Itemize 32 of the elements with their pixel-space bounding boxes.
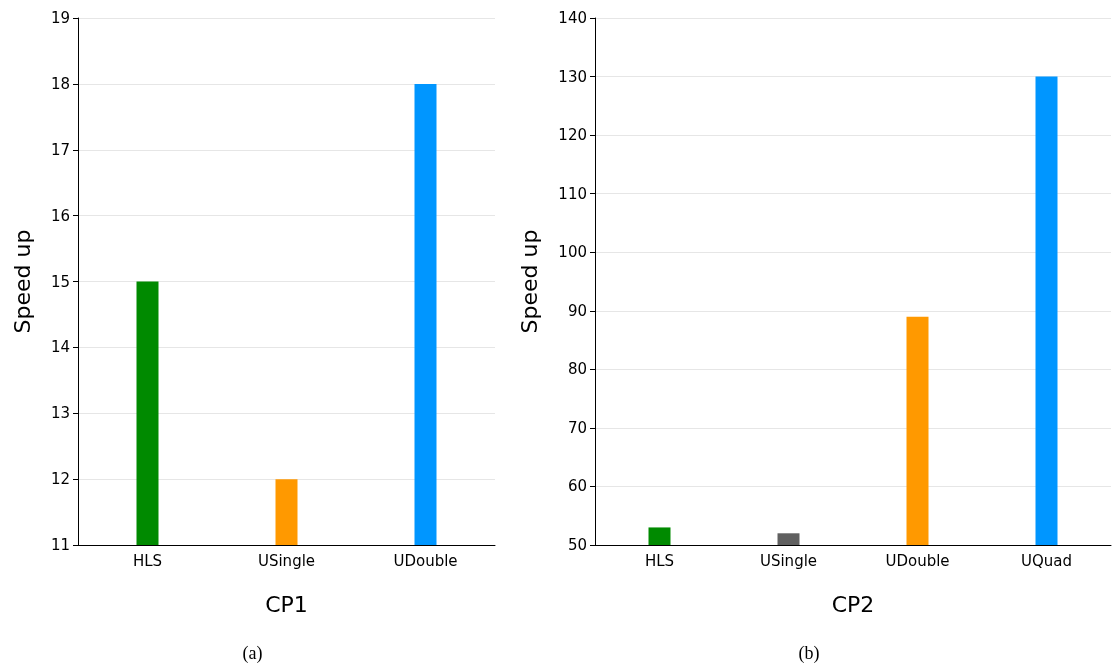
y-tick-label: 60 xyxy=(567,477,587,496)
y-tick-label: 13 xyxy=(50,404,70,423)
y-tick-label: 12 xyxy=(50,470,70,489)
y-tick-label: 70 xyxy=(567,418,587,437)
y-tick-label: 11 xyxy=(50,536,70,554)
x-tick-label: USingle xyxy=(257,551,316,570)
y-tick-label: 100 xyxy=(558,243,587,262)
y-tick-label: 14 xyxy=(50,338,70,357)
y-tick-label: 120 xyxy=(558,126,587,145)
y-tick-label: 18 xyxy=(50,74,70,93)
y-tick-label: 50 xyxy=(567,536,587,554)
text: (a) xyxy=(242,643,263,664)
x-tick-label: HLS xyxy=(644,551,675,570)
text: (b) xyxy=(798,643,820,664)
x-axis-title: CP1 xyxy=(265,591,308,617)
y-tick-label: 110 xyxy=(558,184,587,203)
x-tick-label: UDouble xyxy=(393,551,458,570)
y-tick-label: 130 xyxy=(558,67,587,86)
x-tick-label: UDouble xyxy=(885,551,950,570)
y-axis-title: Speed up xyxy=(9,229,35,334)
y-tick-label: 15 xyxy=(50,272,70,291)
x-tick-label: HLS xyxy=(132,551,163,570)
x-tick-label: UQuad xyxy=(1020,551,1073,570)
y-tick-label: 80 xyxy=(567,360,587,379)
y-axis-title: Speed up xyxy=(516,229,542,334)
y-tick-label: 16 xyxy=(50,206,70,225)
y-tick-label: 17 xyxy=(50,140,70,159)
y-tick-label: 90 xyxy=(567,301,587,320)
y-tick-label: 140 xyxy=(558,9,587,27)
x-tick-label: USingle xyxy=(759,551,818,570)
x-axis-title: CP2 xyxy=(831,591,875,617)
y-tick-label: 19 xyxy=(50,9,70,27)
